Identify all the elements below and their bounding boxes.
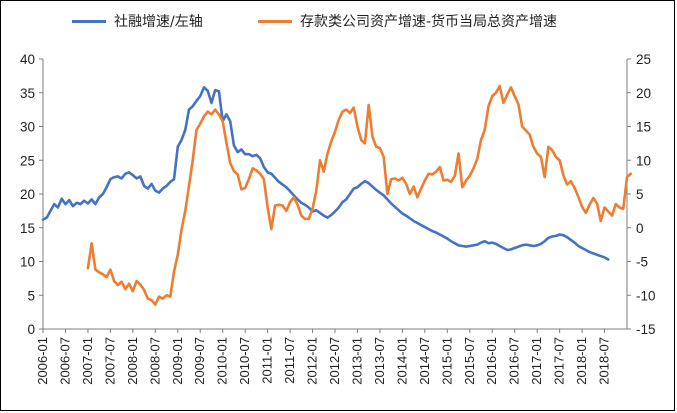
y-right-tick-label: 20: [636, 86, 651, 101]
y-right-tick-label: 10: [636, 153, 651, 168]
y-right-tick-label: 15: [636, 120, 651, 135]
x-tick-label: 2018-01: [574, 337, 589, 385]
x-tick-label: 2018-07: [597, 337, 612, 385]
y-left-tick-label: 35: [20, 86, 35, 101]
y-left-tick-label: 30: [20, 120, 35, 135]
x-tick-label: 2007-01: [80, 337, 95, 385]
x-tick-label: 2010-01: [215, 337, 230, 385]
x-tick-label: 2015-07: [462, 337, 477, 385]
legend-label-social-financing: 社融增速/左轴: [114, 14, 203, 30]
y-right-tick-label: 25: [636, 52, 651, 67]
x-tick-label: 2006-01: [35, 337, 50, 385]
y-right-tick-label: -10: [636, 288, 656, 303]
series-line-asset-growth-diff: [86, 84, 633, 307]
x-tick-label: 2014-07: [417, 337, 432, 385]
x-tick-label: 2012-01: [305, 337, 320, 385]
y-right-tick-label: -15: [636, 322, 656, 337]
x-tick-label: 2013-07: [372, 337, 387, 385]
x-tick-label: 2016-07: [507, 337, 522, 385]
legend-item-asset-growth-diff: 存款类公司资产增速-货币当局总资产增速: [258, 11, 557, 31]
x-tick-label: 2009-01: [170, 337, 185, 385]
y-left-tick-label: 10: [20, 255, 35, 270]
series-line-social-financing: [41, 86, 610, 261]
legend-label-asset-growth-diff: 存款类公司资产增速-货币当局总资产增速: [300, 14, 558, 30]
legend-item-social-financing: 社融增速/左轴: [72, 11, 203, 31]
y-right-tick-label: 5: [636, 187, 644, 202]
y-left-tick-label: 20: [20, 187, 35, 202]
legend-swatch-blue: [72, 19, 106, 23]
y-left-tick-label: 25: [20, 153, 35, 168]
y-right-tick-label: 0: [636, 221, 644, 236]
x-tick-label: 2006-07: [57, 337, 72, 385]
x-tick-label: 2011-07: [282, 337, 297, 384]
y-right-tick-label: -5: [636, 255, 648, 270]
x-tick-label: 2010-07: [237, 337, 252, 385]
x-tick-label: 2007-07: [102, 337, 117, 385]
x-tick-label: 2013-01: [349, 337, 364, 385]
x-tick-label: 2012-07: [327, 337, 342, 385]
y-left-tick-label: 0: [27, 322, 35, 337]
x-tick-label: 2008-07: [147, 337, 162, 385]
x-tick-label: 2008-01: [125, 337, 140, 385]
legend-swatch-orange: [258, 19, 292, 23]
x-tick-label: 2014-01: [394, 337, 409, 385]
x-tick-label: 2015-01: [439, 337, 454, 385]
y-left-tick-label: 15: [20, 221, 35, 236]
x-tick-label: 2011-01: [260, 337, 275, 384]
x-tick-label: 2017-07: [552, 337, 567, 385]
x-tick-label: 2017-01: [529, 337, 544, 385]
x-tick-label: 2009-07: [192, 337, 207, 385]
y-left-tick-label: 5: [27, 288, 35, 303]
y-left-tick-label: 40: [20, 52, 35, 67]
x-tick-label: 2016-01: [484, 337, 499, 385]
